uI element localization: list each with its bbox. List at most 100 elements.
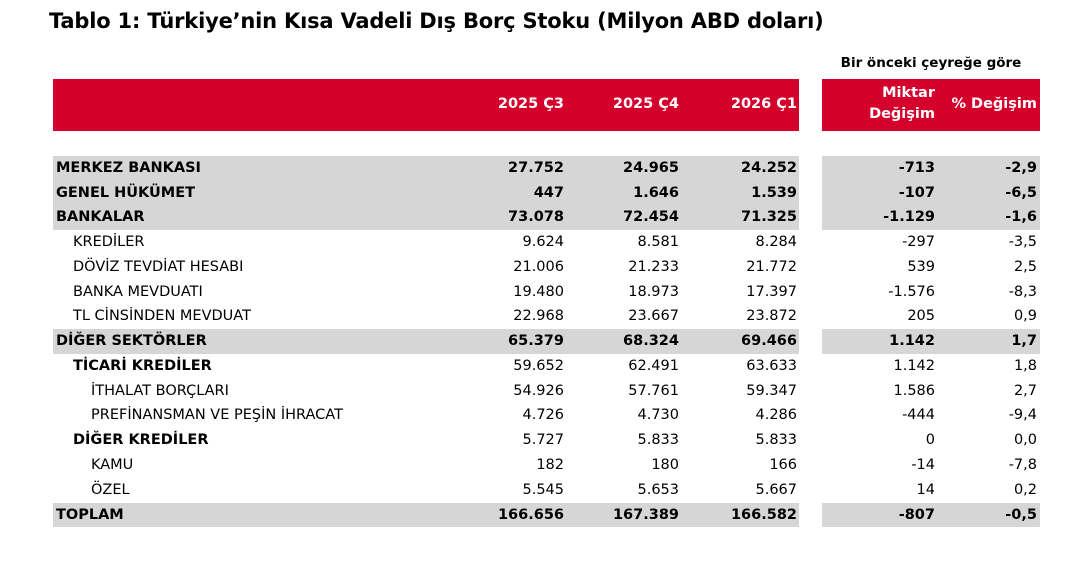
- cell-2026-q1: 166: [769, 457, 797, 473]
- row-label: TOPLAM: [56, 506, 124, 523]
- band-genel-left: [53, 180, 799, 206]
- table-row: TİCARİ KREDİLER 59.652 62.491 63.633 1.1…: [0, 354, 1070, 379]
- cell-change: 1.586: [893, 382, 935, 399]
- table-row: ÖZEL 5.545 5.653 5.667 14 0,2: [0, 478, 1070, 503]
- cell-pct-change: 0,0: [1013, 432, 1037, 449]
- row-label: GENEL HÜKÜMET: [56, 184, 196, 201]
- band-bankalar-right: [822, 205, 1040, 230]
- cell-pct-change: 0,9: [1013, 308, 1037, 325]
- cell-2025-q4: 4.730: [637, 407, 679, 424]
- cell-2025-q4: 8.581: [637, 234, 679, 250]
- band-merkez-right: [822, 156, 1040, 181]
- cell-change: 0: [925, 432, 935, 449]
- band-toplam-left: [53, 502, 799, 528]
- cell-2025-q3: 73.078: [508, 209, 564, 226]
- row-label: DİĞER KREDİLER: [73, 432, 209, 449]
- cell-pct-change: -9,4: [1008, 407, 1037, 424]
- table-row: KAMU 182 180 166 -14 -7,8: [0, 453, 1070, 478]
- cell-change: -807: [898, 506, 935, 523]
- table-row: BANKA MEVDUATI 19.480 18.973 17.397 -1.5…: [0, 280, 1070, 305]
- cell-change: 1.142: [889, 333, 935, 349]
- table-row: DİĞER KREDİLER 5.727 5.833 5.833 0 0,0: [0, 428, 1070, 453]
- cell-pct-change: -3,5: [1008, 234, 1037, 250]
- cell-2025-q4: 5.653: [637, 481, 679, 498]
- cell-change: -297: [902, 234, 935, 250]
- cell-2025-q3: 5.545: [522, 481, 564, 498]
- header-col-2025-q3: 2025 Ç3: [497, 96, 564, 112]
- cell-2026-q1: 1.539: [751, 184, 797, 201]
- cell-change: -444: [902, 407, 935, 424]
- header-change-line2: Değişim: [869, 106, 935, 122]
- table-row: İTHALAT BORÇLARI 54.926 57.761 59.347 1.…: [0, 379, 1070, 404]
- row-label: KREDİLER: [73, 234, 145, 250]
- cell-2025-q3: 59.652: [513, 357, 564, 374]
- cell-2025-q4: 18.973: [628, 283, 679, 300]
- header-col-pct-change: % Değişim: [951, 96, 1037, 112]
- row-label: PREFİNANSMAN VE PEŞİN İHRACAT: [91, 407, 343, 424]
- cell-pct-change: -2,9: [1005, 160, 1037, 176]
- header-col-2026-q1: 2026 Ç1: [730, 96, 797, 112]
- cell-2025-q3: 27.752: [508, 160, 564, 176]
- row-label: DÖVİZ TEVDİAT HESABI: [73, 258, 244, 275]
- cell-2025-q3: 21.006: [513, 258, 564, 275]
- cell-2026-q1: 71.325: [741, 209, 797, 226]
- cell-2026-q1: 59.347: [746, 382, 797, 399]
- cell-2025-q4: 57.761: [628, 382, 679, 399]
- table-row: GENEL HÜKÜMET 447 1.646 1.539 -107 -6,5: [0, 181, 1070, 206]
- cell-2026-q1: 17.397: [746, 283, 797, 300]
- table-row: MERKEZ BANKASI 27.752 24.965 24.252 -713…: [0, 156, 1070, 181]
- cell-2025-q3: 54.926: [513, 382, 564, 399]
- cell-pct-change: -7,8: [1008, 457, 1037, 473]
- cell-2026-q1: 63.633: [746, 357, 797, 374]
- cell-2025-q3: 22.968: [513, 308, 564, 325]
- cell-pct-change: -1,6: [1005, 209, 1037, 226]
- row-label: DİĞER SEKTÖRLER: [56, 333, 207, 349]
- cell-2026-q1: 21.772: [746, 258, 797, 275]
- cell-change: 1.142: [893, 357, 935, 374]
- cell-change: 205: [907, 308, 935, 325]
- cell-change: -713: [898, 160, 935, 176]
- cell-2025-q4: 62.491: [628, 357, 679, 374]
- cell-2026-q1: 5.833: [755, 432, 797, 449]
- table-row: BANKALAR 73.078 72.454 71.325 -1.129 -1,…: [0, 205, 1070, 230]
- cell-2025-q4: 180: [651, 457, 679, 473]
- table-row: TOPLAM 166.656 167.389 166.582 -807 -0,5: [0, 503, 1070, 528]
- cell-2026-q1: 23.872: [746, 308, 797, 325]
- cell-pct-change: -8,3: [1008, 283, 1037, 300]
- cell-pct-change: 2,5: [1013, 258, 1037, 275]
- compare-note: Bir önceki çeyreğe göre: [840, 55, 1022, 71]
- cell-2026-q1: 4.286: [755, 407, 797, 424]
- cell-change: -1.576: [888, 283, 935, 300]
- cell-2025-q4: 1.646: [633, 184, 679, 201]
- cell-change: -107: [898, 184, 935, 201]
- row-label: KAMU: [91, 457, 134, 473]
- cell-2025-q4: 68.324: [623, 333, 679, 349]
- header-bar-left: [53, 79, 799, 131]
- header-change-line1: Miktar: [882, 85, 935, 101]
- cell-2025-q4: 21.233: [628, 258, 679, 275]
- cell-2025-q3: 65.379: [508, 333, 564, 349]
- band-diger-right: [822, 329, 1040, 354]
- table-row: PREFİNANSMAN VE PEŞİN İHRACAT 4.726 4.73…: [0, 403, 1070, 428]
- cell-pct-change: 1,7: [1011, 333, 1037, 349]
- cell-2026-q1: 24.252: [741, 160, 797, 176]
- row-label: BANKALAR: [56, 209, 145, 226]
- cell-pct-change: 1,8: [1013, 357, 1037, 374]
- cell-2025-q4: 24.965: [623, 160, 679, 176]
- cell-change: -14: [911, 457, 935, 473]
- cell-2025-q3: 5.727: [522, 432, 564, 449]
- band-genel-right: [822, 180, 1040, 206]
- table-row: DÖVİZ TEVDİAT HESABI 21.006 21.233 21.77…: [0, 255, 1070, 280]
- cell-2025-q3: 166.656: [497, 506, 564, 523]
- header-col-change: Miktar Değişim: [869, 83, 935, 125]
- row-label: TL CİNSİNDEN MEVDUAT: [73, 308, 251, 325]
- band-toplam-right: [822, 502, 1040, 528]
- cell-change: 539: [907, 258, 935, 275]
- header-bar-right: [822, 79, 1040, 131]
- cell-2025-q4: 5.833: [637, 432, 679, 449]
- cell-2025-q3: 447: [533, 184, 564, 201]
- table-title: Tablo 1: Türkiye’nin Kısa Vadeli Dış Bor…: [49, 9, 824, 33]
- header-col-2025-q4: 2025 Ç4: [612, 96, 679, 112]
- table-row: DİĞER SEKTÖRLER 65.379 68.324 69.466 1.1…: [0, 329, 1070, 354]
- row-label: TİCARİ KREDİLER: [73, 357, 212, 374]
